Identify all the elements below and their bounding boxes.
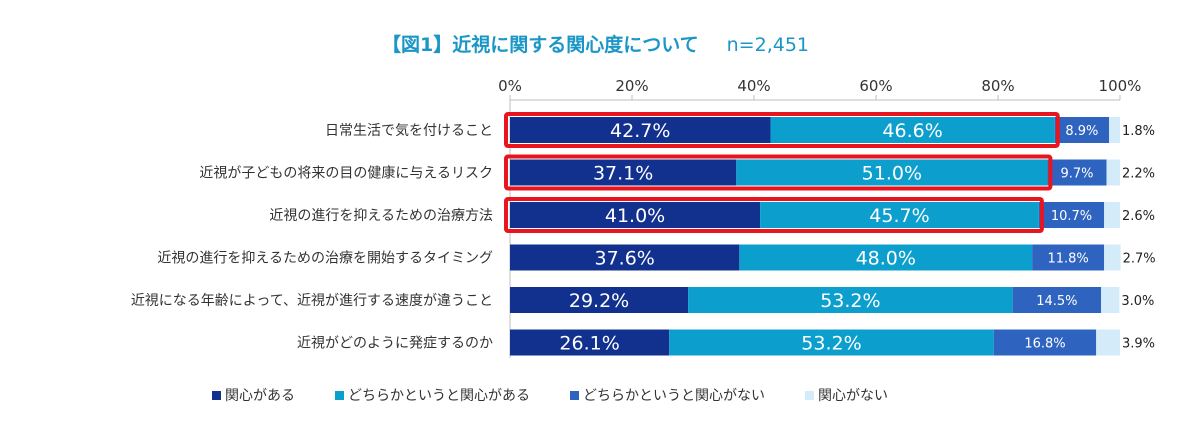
legend-label: どちらかというと関心がある — [348, 388, 530, 404]
data-label: 16.8% — [1024, 337, 1065, 352]
x-tick-label: 20% — [615, 77, 648, 95]
data-label: 10.7% — [1051, 209, 1092, 224]
data-label: 26.1% — [559, 333, 619, 355]
legend-item: どちらかというと関心がない — [570, 385, 765, 405]
x-tick-label: 40% — [737, 77, 770, 95]
data-label: 53.2% — [801, 333, 861, 355]
bar-segment — [739, 244, 1033, 271]
bar-segment — [669, 329, 994, 356]
chart-title: 【図1】近視に関する関心度について n=2,451 — [0, 30, 1191, 57]
legend-label: 関心がない — [818, 388, 888, 404]
data-label: 37.6% — [595, 248, 655, 270]
bar-segment — [510, 244, 740, 271]
x-tick-label: 60% — [859, 77, 892, 95]
data-label: 42.7% — [610, 120, 670, 142]
data-label: 41.0% — [605, 205, 665, 227]
legend-swatch — [212, 390, 221, 400]
data-label: 2.2% — [1122, 167, 1155, 182]
data-label: 1.8% — [1122, 124, 1155, 139]
data-label: 53.2% — [820, 290, 880, 312]
bar-segment — [510, 117, 771, 143]
bar-segment — [1109, 117, 1120, 143]
data-label: 2.7% — [1123, 252, 1156, 267]
data-label: 46.6% — [882, 120, 942, 142]
x-tick-label: 80% — [981, 77, 1014, 95]
chart-title-text: 【図1】近視に関する関心度について — [381, 34, 699, 56]
category-label: 近視が子どもの将来の目の健康に与えるリスク — [199, 165, 493, 182]
data-label: 51.0% — [862, 163, 922, 185]
bar-segment — [1032, 244, 1105, 271]
legend-swatch — [805, 390, 814, 400]
legend-item: どちらかというと関心がある — [335, 385, 530, 405]
highlight-box — [504, 154, 1053, 191]
data-label: 29.2% — [569, 290, 629, 312]
data-label: 2.6% — [1122, 209, 1155, 224]
data-label: 14.5% — [1036, 294, 1077, 309]
legend-swatch — [335, 390, 344, 400]
bar-segment — [1096, 329, 1120, 356]
bar-segment — [760, 202, 1039, 228]
data-label: 8.9% — [1065, 124, 1098, 139]
data-label: 45.7% — [869, 205, 929, 227]
bar-segment — [1104, 202, 1120, 228]
bar-segment — [736, 159, 1048, 186]
bar-segment — [1106, 159, 1120, 186]
bar-segment — [1012, 287, 1102, 313]
bar-segment — [1101, 287, 1120, 313]
data-label: 3.9% — [1122, 337, 1155, 352]
bar-segment — [1104, 244, 1121, 271]
highlight-box — [504, 112, 1060, 148]
category-label: 近視になる年齢によって、近視が進行する速度が違うこと — [131, 293, 493, 309]
category-label: 近視がどのように発症するのか — [297, 336, 493, 352]
category-label: 近視の進行を抑えるための治療を開始するタイミング — [157, 250, 493, 267]
chart-legend: 関心がある どちらかというと関心がある どちらかというと関心がない 関心がない — [212, 385, 928, 405]
data-label: 37.1% — [593, 163, 653, 185]
bar-segment — [688, 287, 1013, 313]
bar-segment — [1038, 202, 1105, 228]
data-label: 3.0% — [1121, 294, 1154, 309]
legend-item: 関心がある — [212, 385, 295, 405]
bar-segment — [510, 159, 737, 186]
x-tick-label: 0% — [498, 77, 522, 95]
legend-label: どちらかというと関心がない — [583, 388, 765, 404]
bar-segment — [510, 287, 689, 313]
legend-swatch — [570, 390, 579, 400]
data-label: 48.0% — [856, 248, 916, 270]
bar-segment — [510, 202, 761, 228]
data-label: 11.8% — [1047, 252, 1088, 267]
category-label: 近視の進行を抑えるための治療方法 — [269, 207, 493, 224]
sample-size: n=2,451 — [726, 34, 809, 56]
legend-label: 関心がある — [225, 388, 295, 404]
highlight-box — [504, 197, 1044, 233]
bar-segment — [510, 329, 670, 356]
category-label: 日常生活で気を付けること — [325, 123, 493, 139]
bar-segment — [770, 117, 1055, 143]
x-tick-label: 100% — [1099, 77, 1142, 95]
bar-segment — [1047, 159, 1107, 186]
legend-item: 関心がない — [805, 385, 888, 405]
bar-segment — [993, 329, 1097, 356]
data-label: 9.7% — [1060, 167, 1093, 182]
bar-segment — [1054, 117, 1110, 143]
